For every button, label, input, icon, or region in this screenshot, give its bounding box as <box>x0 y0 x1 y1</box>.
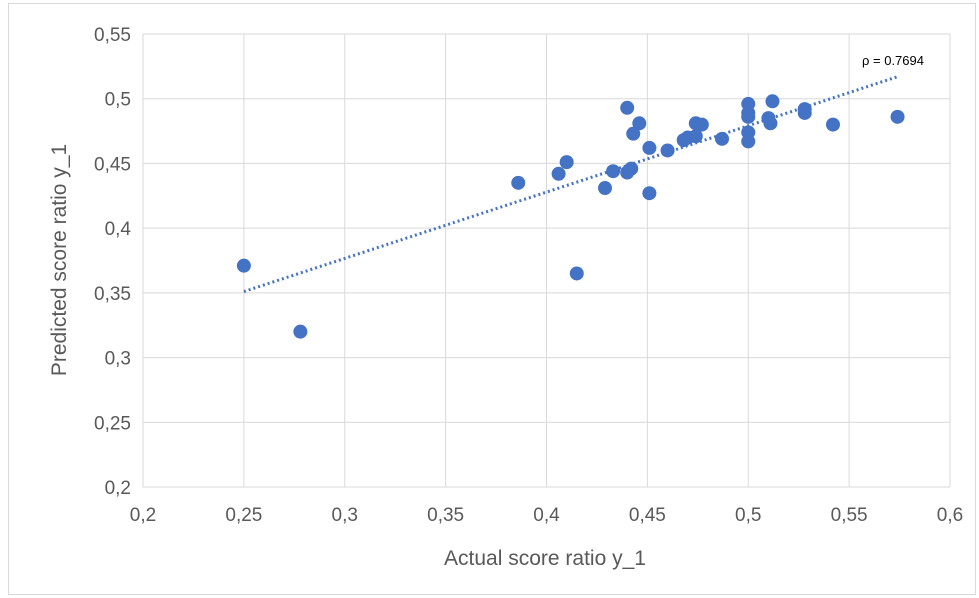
data-point <box>598 181 613 196</box>
data-point <box>551 166 566 181</box>
x-tick-label: 0,35 <box>427 505 464 526</box>
data-point <box>694 117 709 132</box>
data-point <box>642 186 657 201</box>
data-point <box>825 117 840 132</box>
data-point <box>559 155 574 170</box>
data-point <box>741 134 756 149</box>
chart-frame <box>8 3 976 595</box>
gridlines <box>142 33 951 488</box>
data-point <box>606 164 621 179</box>
x-tick-label: 0,55 <box>831 505 868 526</box>
data-point <box>890 109 905 124</box>
data-point <box>741 109 756 124</box>
y-tick-label: 0,55 <box>94 25 131 46</box>
data-point <box>569 266 584 281</box>
y-tick-label: 0,35 <box>94 284 131 305</box>
y-axis-label: Predicted score ratio y_1 <box>48 144 71 376</box>
x-tick-label: 0,45 <box>629 505 666 526</box>
x-tick-label: 0,4 <box>533 505 560 526</box>
data-point <box>642 140 657 155</box>
data-point <box>632 116 647 131</box>
data-point <box>626 126 641 141</box>
data-point <box>511 175 526 190</box>
correlation-annotation: ρ = 0.7694 <box>862 53 924 68</box>
data-point <box>236 258 251 273</box>
x-tick-label: 0,25 <box>225 505 262 526</box>
x-tick-label: 0,6 <box>937 505 963 526</box>
data-points <box>236 94 905 339</box>
y-tick-label: 0,25 <box>94 413 131 434</box>
data-point <box>624 161 639 176</box>
data-point <box>797 105 812 120</box>
x-tick-label: 0,3 <box>332 505 358 526</box>
y-tick-label: 0,45 <box>94 154 131 175</box>
y-tick-label: 0,5 <box>105 90 131 111</box>
x-tick-label: 0,5 <box>735 505 761 526</box>
data-point <box>660 143 675 158</box>
y-tick-label: 0,3 <box>105 349 131 370</box>
y-tick-label: 0,2 <box>105 478 131 499</box>
x-axis-label: Actual score ratio y_1 <box>444 547 646 570</box>
data-point <box>715 131 730 146</box>
data-point <box>765 94 780 109</box>
x-tick-labels: 0,2 0,25 0,3 0,35 0,4 0,45 0,5 0,55 0,6 <box>130 505 963 526</box>
data-point <box>293 324 308 339</box>
x-tick-label: 0,2 <box>130 505 156 526</box>
y-tick-labels: 0,2 0,25 0,3 0,35 0,4 0,45 0,5 0,55 <box>94 25 131 499</box>
data-point <box>763 116 778 131</box>
y-tick-label: 0,4 <box>105 219 132 240</box>
data-point <box>688 129 703 144</box>
data-point <box>620 100 635 115</box>
